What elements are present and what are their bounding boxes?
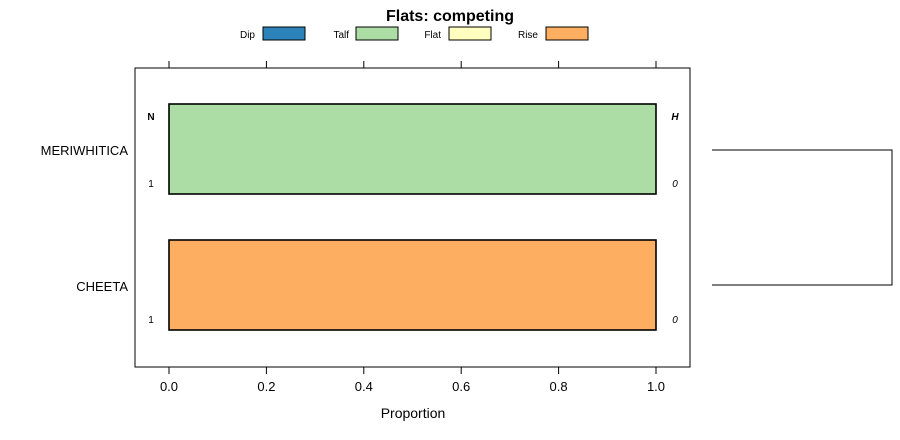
x-tick-label: 0.8 (550, 379, 568, 394)
x-tick-label: 0.0 (160, 379, 178, 394)
n-value: 1 (148, 179, 154, 190)
legend-swatch-flat (448, 26, 492, 41)
legend-label-talf: Talf (333, 30, 349, 41)
x-tick-label: 1.0 (647, 379, 665, 394)
h-value: 0 (672, 315, 678, 326)
legend-label-rise: Rise (518, 30, 538, 41)
dendrogram (712, 149, 893, 286)
x-tick-label: 0.6 (452, 379, 470, 394)
plot-frame (134, 67, 691, 368)
n-value: 1 (148, 315, 154, 326)
category-labels: MERIWHITICA CHEETA (41, 143, 129, 294)
x-axis: 0.0 0.2 0.4 0.6 0.8 1.0 (160, 61, 665, 394)
n-header: N (147, 112, 154, 123)
h-header: H (671, 112, 679, 123)
x-tick-label: 0.2 (257, 379, 275, 394)
x-axis-label: Proportion (381, 405, 446, 421)
bar-cheeta-rise (168, 239, 657, 331)
x-tick-label: 0.4 (355, 379, 373, 394)
category-label-meriwhitica: MERIWHITICA (41, 143, 129, 158)
h-value: 0 (672, 179, 678, 190)
legend-label-dip: Dip (240, 30, 255, 41)
legend-label-flat: Flat (424, 30, 441, 41)
chart-title: Flats: competing (386, 8, 514, 25)
category-label-cheeta: CHEETA (76, 279, 128, 294)
legend-swatch-dip (262, 26, 306, 41)
legend-swatch-talf (355, 26, 399, 41)
legend: Dip Talf Flat Rise (240, 26, 589, 41)
bar-meriwhitica-talf (168, 103, 657, 195)
n-h-values: 1 0 1 0 (148, 179, 678, 326)
legend-swatch-rise (545, 26, 589, 41)
bars (168, 103, 657, 331)
